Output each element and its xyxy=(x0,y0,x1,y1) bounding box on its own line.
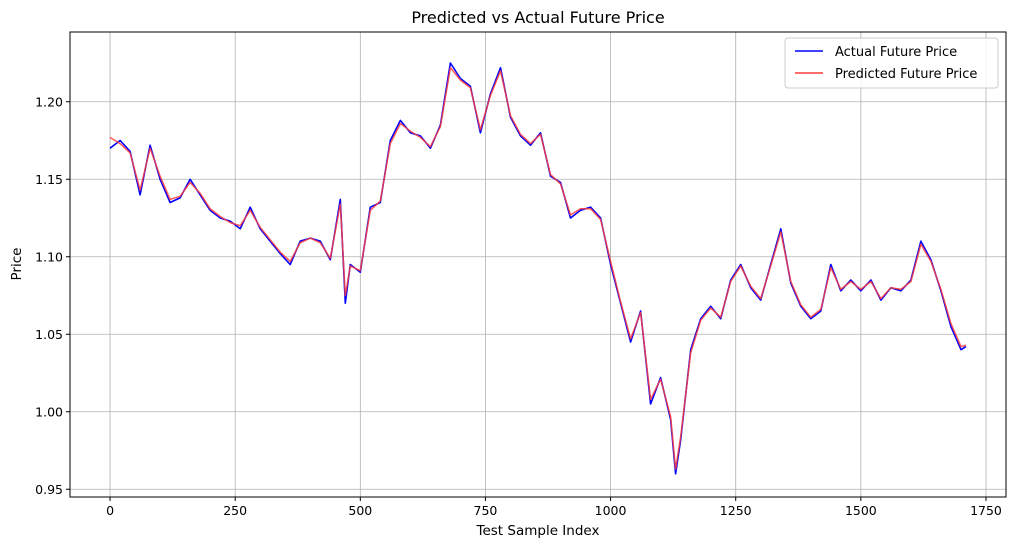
axis-ticks: 0 250 500 750 1000 1250 1500 1750 0.95 1.00 1.05 1.… xyxy=(35,94,1002,518)
x-tick-label: 1000 xyxy=(595,503,627,518)
y-tick-label: 0.95 xyxy=(35,482,63,497)
legend-label-actual: Actual Future Price xyxy=(835,45,957,60)
grid xyxy=(70,32,1006,497)
x-tick-label: 1250 xyxy=(720,503,752,518)
y-tick-label: 1.00 xyxy=(35,404,63,419)
x-tick-label: 750 xyxy=(474,503,498,518)
x-tick-label: 1750 xyxy=(970,503,1002,518)
legend: Actual Future Price Predicted Future Pri… xyxy=(784,37,999,89)
x-tick-label: 500 xyxy=(348,503,372,518)
legend-box xyxy=(784,37,999,89)
x-tick-label: 0 xyxy=(106,503,114,518)
predicted-price-line xyxy=(109,66,967,470)
x-tick-label: 250 xyxy=(223,503,247,518)
y-tick-label: 1.05 xyxy=(35,327,63,342)
chart-title: Predicted vs Actual Future Price xyxy=(411,8,664,27)
series-group xyxy=(109,62,967,475)
y-tick-label: 1.10 xyxy=(35,249,63,264)
plot-frame xyxy=(69,31,1007,498)
actual-price-line xyxy=(109,62,967,475)
legend-label-predicted: Predicted Future Price xyxy=(835,67,977,82)
y-tick-label: 1.20 xyxy=(35,94,63,109)
x-tick-label: 1500 xyxy=(845,503,877,518)
y-tick-label: 1.15 xyxy=(35,172,63,187)
x-axis-title: Test Sample Index xyxy=(476,523,600,539)
y-axis-title: Price xyxy=(9,248,25,281)
